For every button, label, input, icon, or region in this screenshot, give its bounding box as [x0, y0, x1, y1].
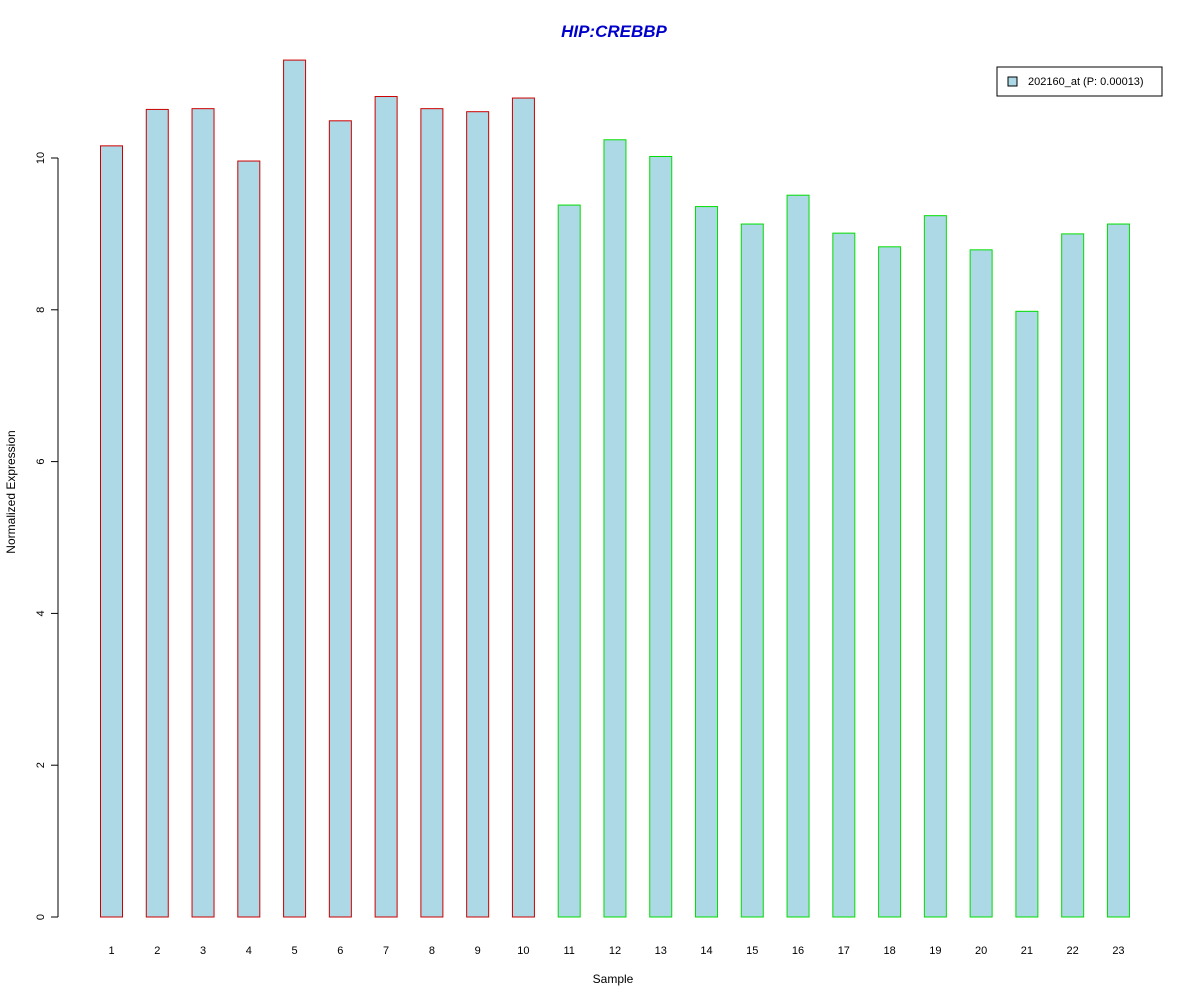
y-tick-label: 0 — [35, 914, 47, 920]
bar-sample-22 — [1061, 233, 1085, 918]
bar-sample-7 — [374, 96, 398, 918]
legend-label: 202160_at (P: 0.00013) — [1028, 76, 1144, 88]
x-tick-label: 17 — [838, 945, 850, 957]
x-tick-label: 8 — [429, 945, 435, 957]
x-axis-label: Sample — [593, 972, 634, 986]
x-tick-label: 1 — [108, 945, 114, 957]
y-axis-label: Normalized Expression — [4, 430, 18, 553]
bar-sample-15 — [740, 223, 764, 918]
y-tick-label: 4 — [35, 610, 47, 616]
x-tick-label: 3 — [200, 945, 206, 957]
bar-sample-11 — [557, 204, 581, 918]
x-tick-label: 22 — [1067, 945, 1079, 957]
x-tick-label: 19 — [929, 945, 941, 957]
bar-sample-9 — [466, 111, 490, 918]
bar-sample-21 — [1015, 310, 1039, 918]
x-tick-label: 7 — [383, 945, 389, 957]
x-tick-label: 5 — [292, 945, 298, 957]
x-tick-label: 14 — [700, 945, 712, 957]
legend-swatch — [1007, 76, 1018, 87]
bar-sample-16 — [786, 194, 810, 918]
bar-sample-17 — [832, 232, 856, 918]
bar-sample-12 — [603, 139, 627, 918]
y-tick-label: 10 — [35, 152, 47, 164]
bars-group — [100, 59, 1130, 918]
x-tick-label: 23 — [1112, 945, 1124, 957]
x-tick-label: 2 — [154, 945, 160, 957]
y-tick-label: 2 — [35, 762, 47, 768]
x-tick-label: 20 — [975, 945, 987, 957]
x-tick-label: 4 — [246, 945, 252, 957]
bar-sample-4 — [237, 160, 261, 918]
bar-sample-5 — [283, 59, 307, 918]
bar-sample-23 — [1106, 223, 1130, 918]
bar-sample-3 — [191, 108, 215, 918]
bar-sample-14 — [695, 206, 719, 918]
x-tick-label: 18 — [883, 945, 895, 957]
bar-sample-13 — [649, 155, 673, 918]
bar-sample-18 — [878, 246, 902, 918]
bar-sample-2 — [145, 108, 169, 918]
x-tick-label: 11 — [563, 945, 574, 957]
x-tick-label: 13 — [655, 945, 667, 957]
y-tick-label: 6 — [35, 459, 47, 465]
bar-sample-6 — [328, 120, 352, 918]
y-axis: 0 2 4 6 8 10 — [35, 152, 59, 920]
chart-title: HIP:CREBBP — [561, 22, 667, 41]
x-tick-labels: 1 2 3 4 5 6 7 8 9 10 11 12 13 14 15 16 17 18 19 20 21 22 23 — [108, 945, 1124, 957]
bar-sample-10 — [511, 97, 535, 918]
x-tick-label: 16 — [792, 945, 804, 957]
x-tick-label: 21 — [1021, 945, 1033, 957]
bar-sample-20 — [969, 249, 993, 918]
legend-box — [996, 66, 1163, 97]
x-tick-label: 9 — [475, 945, 481, 957]
x-tick-label: 10 — [517, 945, 529, 957]
x-tick-label: 6 — [337, 945, 343, 957]
bar-sample-19 — [923, 215, 947, 918]
bar-sample-8 — [420, 108, 444, 918]
x-tick-label: 15 — [746, 945, 758, 957]
legend: 202160_at (P: 0.00013) — [996, 66, 1163, 97]
bar-sample-1 — [100, 145, 123, 918]
x-tick-label: 12 — [609, 945, 621, 957]
y-tick-label: 8 — [35, 307, 47, 313]
